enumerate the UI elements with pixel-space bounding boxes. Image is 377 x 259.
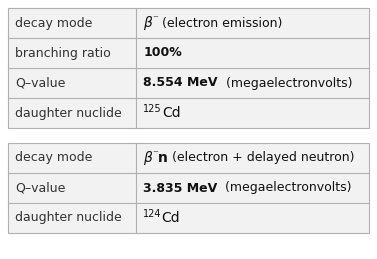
- Text: 3.835 MeV: 3.835 MeV: [143, 182, 218, 195]
- Text: (megaelectronvolts): (megaelectronvolts): [218, 182, 352, 195]
- Text: n: n: [158, 151, 168, 165]
- Text: Cd: Cd: [162, 106, 181, 120]
- Text: β: β: [143, 151, 152, 165]
- Text: 124: 124: [143, 209, 162, 219]
- Text: Cd: Cd: [162, 211, 180, 225]
- Text: 100%: 100%: [143, 47, 182, 60]
- Bar: [8, 143, 369, 233]
- Text: ⁻: ⁻: [152, 149, 158, 159]
- Text: (electron emission): (electron emission): [158, 17, 282, 30]
- Text: decay mode: decay mode: [15, 17, 92, 30]
- Text: ⁻: ⁻: [152, 14, 158, 24]
- Bar: [8, 8, 369, 128]
- Text: branching ratio: branching ratio: [15, 47, 111, 60]
- Text: (megaelectronvolts): (megaelectronvolts): [218, 76, 352, 90]
- Text: Q–value: Q–value: [15, 76, 65, 90]
- Text: Q–value: Q–value: [15, 182, 65, 195]
- Text: daughter nuclide: daughter nuclide: [15, 106, 122, 119]
- Text: 8.554 MeV: 8.554 MeV: [143, 76, 218, 90]
- Text: daughter nuclide: daughter nuclide: [15, 212, 122, 225]
- Text: (electron + delayed neutron): (electron + delayed neutron): [168, 152, 354, 164]
- Text: decay mode: decay mode: [15, 152, 92, 164]
- Text: β: β: [143, 16, 152, 30]
- Text: 125: 125: [143, 104, 162, 114]
